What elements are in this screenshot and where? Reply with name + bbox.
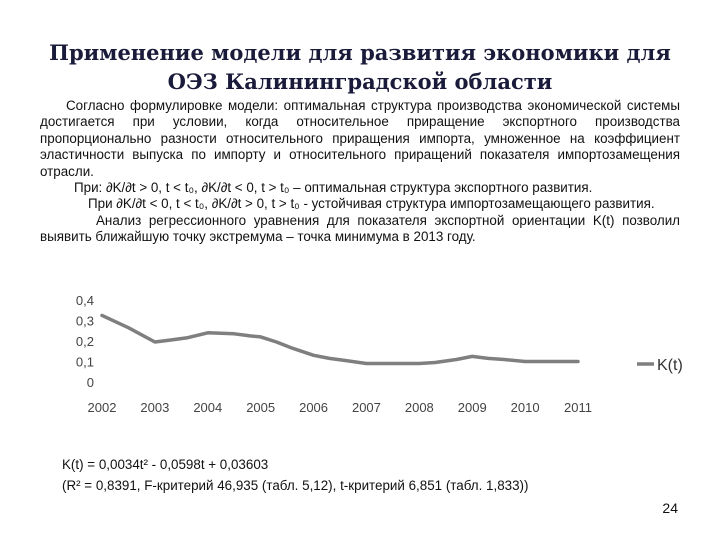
x-tick-label: 2002 — [88, 400, 117, 415]
slide-title: Применение модели для развития экономики… — [49, 40, 671, 94]
y-tick-label: 0,1 — [76, 355, 94, 370]
series-line-kt — [100, 313, 580, 366]
y-tick-label: 0,3 — [76, 314, 94, 329]
x-tick-label: 2003 — [140, 400, 169, 415]
x-tick-label: 2005 — [246, 400, 275, 415]
legend-label: K(t) — [657, 357, 683, 374]
paragraph-analysis: Анализ регрессионного уравнения для пока… — [40, 212, 680, 245]
kt-line-chart: 0 0,1 0,2 0,3 0,4 2002 2003 2004 2005 2006 2007 200… — [76, 293, 683, 415]
x-tick-label: 2004 — [193, 400, 222, 415]
x-tick-label: 2010 — [511, 400, 540, 415]
body-text: Согласно формулировке модели: оптимальна… — [40, 98, 680, 246]
x-tick-label: 2011 — [564, 400, 592, 415]
condition-export: При: ∂K/∂t > 0, t < t₀, ∂K/∂t < 0, t > t… — [74, 180, 593, 196]
y-tick-label: 0,4 — [76, 293, 94, 308]
x-tick-label: 2006 — [299, 400, 328, 415]
x-tick-label: 2009 — [458, 400, 487, 415]
page-number: 24 — [662, 500, 678, 516]
regression-stats: (R² = 0,8391, F-критерий 46,935 (табл. 5… — [62, 478, 529, 493]
x-tick-label: 2008 — [405, 400, 434, 415]
x-tick-label: 2007 — [352, 400, 381, 415]
condition-import: При ∂K/∂t < 0, t < t₀, ∂K/∂t > 0, t > t₀… — [88, 196, 655, 212]
formula-block: K(t) = 0,0034t² - 0,0598t + 0,03603 (R² … — [62, 454, 662, 496]
y-tick-label: 0 — [87, 375, 94, 390]
regression-formula: K(t) = 0,0034t² - 0,0598t + 0,03603 — [62, 457, 269, 472]
y-tick-label: 0,2 — [76, 334, 94, 349]
paragraph-model: Согласно формулировке модели: оптимальна… — [40, 98, 680, 179]
